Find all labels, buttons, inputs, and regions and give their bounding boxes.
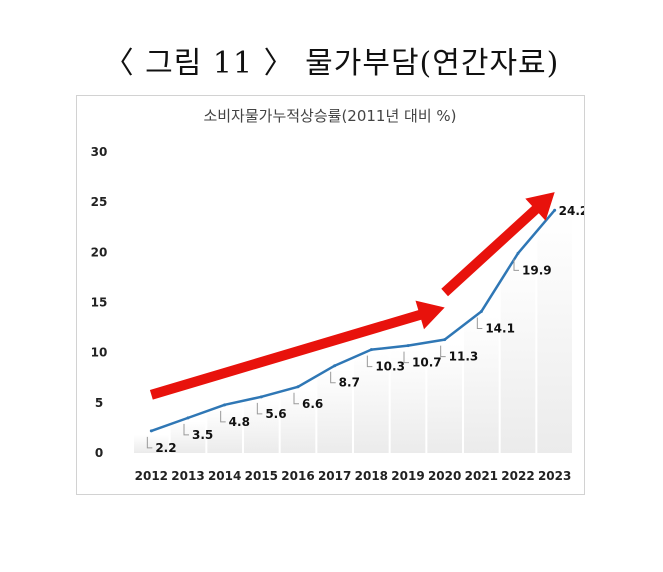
x-tick-label: 2023 [538,469,571,483]
data-point [333,364,337,368]
data-label: 3.5 [192,428,213,442]
data-point [553,208,557,212]
y-tick-label: 15 [91,296,108,310]
data-label: 4.8 [229,415,250,429]
red-arrow [149,300,445,400]
x-tick-label: 2020 [428,469,461,483]
label-leader [403,351,409,364]
x-tick-label: 2016 [281,469,314,483]
label-leader [183,423,189,436]
line-chart: 소비자물가누적상승률(2011년 대비 %) 0 5 10 15 20 25 30 2012… [91,107,584,483]
x-tick-label: 2019 [391,469,424,483]
background-bar [170,421,206,453]
label-leader [366,355,373,368]
series-line [150,209,556,433]
data-labels: 2.2 3.5 4.8 5.6 6.6 8.7 10.3 10.7 11.3 14.1 19.9 24… [146,204,584,455]
y-tick-label: 25 [91,195,108,209]
data-label: 14.1 [485,322,515,336]
chart-title: 소비자물가누적상승률(2011년 대비 %) [203,107,456,125]
data-label: 24.2 [559,204,584,218]
label-leader [513,259,519,271]
y-tick-label: 10 [91,346,108,360]
label-leader [220,410,226,423]
background-bar [134,434,169,453]
annotation-arrows [149,192,555,400]
label-leader [146,436,153,449]
data-label: 19.9 [522,263,552,277]
x-tick-label: 2013 [171,469,204,483]
x-tick-label: 2022 [501,469,534,483]
background-bar [464,315,499,453]
x-tick-label: 2018 [355,469,388,483]
y-tick-label: 0 [95,446,103,460]
figure-caption: 〈 그림 11 〉 물가부담(연간자료) [103,46,560,81]
data-point [149,429,153,433]
data-point [259,395,263,399]
background-bar [280,390,316,453]
background-bar [390,349,426,453]
background-bar [537,214,572,453]
data-point [296,385,300,389]
x-tick-label: 2012 [135,469,168,483]
y-tick-label: 30 [91,145,108,159]
x-axis: 2012 2013 2014 2015 2016 2017 2018 2019 2020 2021… [135,469,572,483]
data-point [223,403,227,407]
chart-frame: 소비자물가누적상승률(2011년 대비 %) 0 5 10 15 20 25 30 2012… [76,95,585,495]
x-tick-label: 2014 [208,469,241,483]
label-leader [256,402,263,415]
x-tick-label: 2015 [245,469,278,483]
data-point [479,310,483,314]
data-label: 6.6 [302,397,323,411]
x-tick-label: 2021 [465,469,498,483]
data-label: 8.7 [339,376,360,390]
data-label: 11.3 [449,350,479,364]
background-bar [207,408,242,453]
label-leader [440,345,446,358]
data-label: 10.3 [375,360,405,374]
background-bar [500,257,536,453]
label-leader [330,371,336,384]
background-bar [317,369,352,453]
background-bar [354,353,389,453]
y-tick-label: 5 [95,396,103,410]
data-label: 2.2 [155,441,176,455]
label-leader [476,317,483,330]
background-bar [427,343,462,453]
data-label: 10.7 [412,356,442,370]
background-bars [134,214,572,453]
y-tick-label: 20 [91,245,108,259]
data-point [406,344,410,348]
y-axis: 0 5 10 15 20 25 30 [91,145,108,460]
background-bar [244,400,279,453]
red-arrow [441,192,555,297]
series-line-layer [149,208,557,433]
label-leader [293,392,299,405]
data-point [443,338,447,342]
data-point [369,348,373,352]
x-tick-label: 2017 [318,469,351,483]
data-point [186,416,190,420]
data-point [516,251,520,255]
data-label: 5.6 [265,407,286,421]
